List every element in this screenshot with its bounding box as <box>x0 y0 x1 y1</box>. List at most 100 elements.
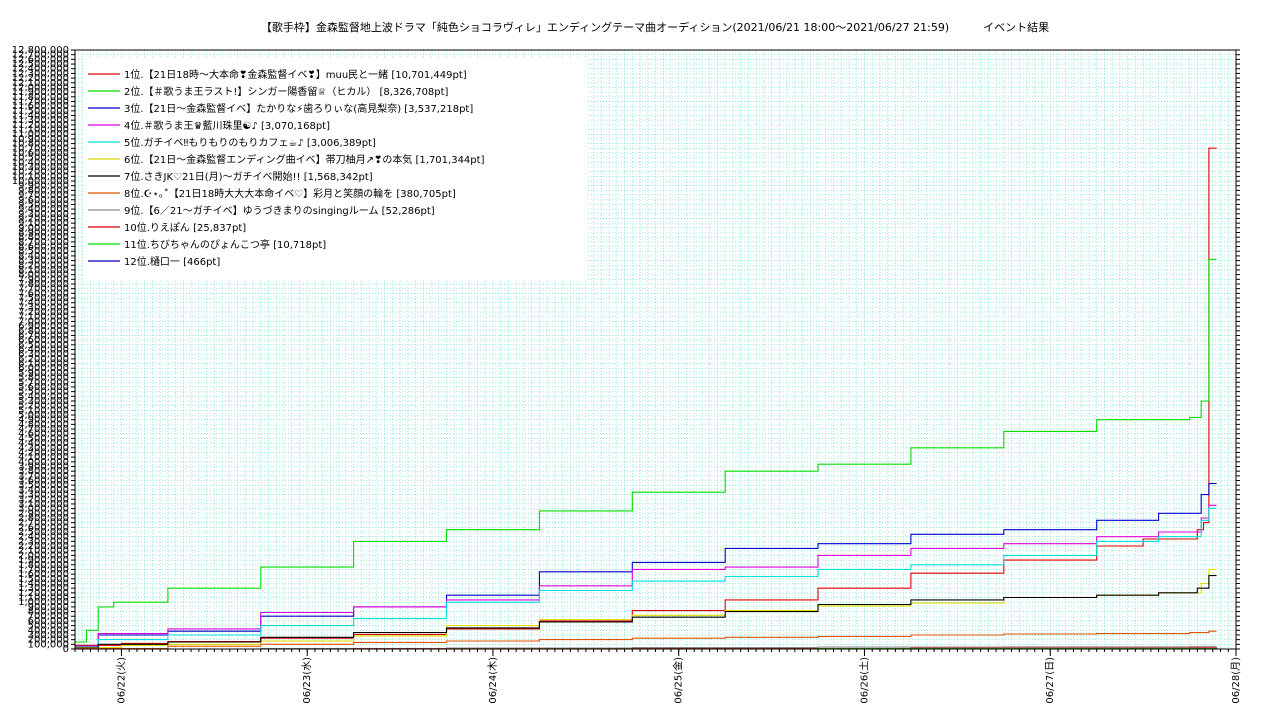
y-tick-label: 7,200,000 <box>18 307 69 318</box>
y-tick-label: 1,300,000 <box>18 583 69 594</box>
y-tick-label: 6,400,000 <box>18 345 69 356</box>
y-tick-label: 10,100,000 <box>12 171 69 182</box>
y-tick-label: 11,600,000 <box>12 101 69 112</box>
series-line-4 <box>75 504 1217 647</box>
y-tick-label: 2,600,000 <box>18 522 69 533</box>
y-tick-label: 3,700,000 <box>18 471 69 482</box>
legend-entry: 2位.【＃歌うま王ラスト!】シンガー陽香留♕（ヒカル） [8,326,708pt… <box>124 85 449 98</box>
y-tick-label: 8,200,000 <box>18 260 69 271</box>
y-tick-label: 5,600,000 <box>18 382 69 393</box>
y-tick-label: 5,200,000 <box>18 401 69 412</box>
y-tick-label: 1,600,000 <box>18 569 69 580</box>
y-tick-label: 8,100,000 <box>18 265 69 276</box>
legend-entry: 7位.さきJK♡21日(月)〜ガチイベ開始!! [1,568,342pt] <box>124 170 373 183</box>
y-tick-label: 2,000,000 <box>18 550 69 561</box>
series-line-5 <box>75 507 1217 648</box>
y-tick-label: 5,100,000 <box>18 405 69 416</box>
y-tick-label: 6,300,000 <box>18 349 69 360</box>
y-tick-label: 8,000,000 <box>18 270 69 281</box>
y-tick-label: 9,500,000 <box>18 199 69 210</box>
y-tick-label: 5,000,000 <box>18 410 69 421</box>
y-tick-label: 2,800,000 <box>18 513 69 524</box>
y-tick-label: 9,700,000 <box>18 190 69 201</box>
y-tick-label: 11,300,000 <box>12 115 69 126</box>
y-tick-label: 11,400,000 <box>12 111 69 122</box>
x-tick-label: 06/25(金) <box>672 657 685 704</box>
y-tick-label: 6,500,000 <box>18 340 69 351</box>
y-tick-label: 6,600,000 <box>18 335 69 346</box>
series-line-8 <box>75 630 1217 650</box>
y-tick-label: 12,200,000 <box>12 73 69 84</box>
y-tick-label: 6,900,000 <box>18 321 69 332</box>
y-tick-label: 6,000,000 <box>18 363 69 374</box>
y-tick-label: 7,000,000 <box>18 316 69 327</box>
y-tick-label: 6,200,000 <box>18 354 69 365</box>
y-tick-label: 1,900,000 <box>18 555 69 566</box>
y-tick-label: 0 <box>63 644 69 655</box>
y-tick-label: 5,300,000 <box>18 396 69 407</box>
y-tick-label: 7,700,000 <box>18 284 69 295</box>
y-tick-label: 10,300,000 <box>12 162 69 173</box>
y-tick-label: 3,600,000 <box>18 476 69 487</box>
y-tick-label: 5,900,000 <box>18 368 69 379</box>
legend-entry: 8位.☪︎⋆｡˚【21日18時大大大本命イベ♡】彩月と笑顔の輪を [380,70… <box>124 187 456 200</box>
y-tick-label: 400,000 <box>28 625 69 636</box>
y-tick-label: 11,700,000 <box>12 96 69 107</box>
y-tick-label: 4,400,000 <box>18 438 69 449</box>
y-tick-label: 12,800,000 <box>12 45 69 56</box>
y-tick-label: 5,800,000 <box>18 373 69 384</box>
y-tick-label: 10,500,000 <box>12 153 69 164</box>
y-tick-label: 2,400,000 <box>18 532 69 543</box>
y-tick-label: 11,800,000 <box>12 92 69 103</box>
y-tick-label: 2,500,000 <box>18 527 69 538</box>
y-tick-label: 1,100,000 <box>18 593 69 604</box>
y-tick-label: 100,000 <box>28 639 69 650</box>
y-tick-label: 10,000,000 <box>12 176 69 187</box>
y-tick-label: 3,400,000 <box>18 485 69 496</box>
y-tick-label: 12,400,000 <box>12 64 69 75</box>
y-tick-label: 12,600,000 <box>12 54 69 65</box>
y-tick-label: 12,100,000 <box>12 78 69 89</box>
legend-entry: 5位.ガチイベ‼もりもりのもりカフェ☕♪ [3,006,389pt] <box>124 136 376 149</box>
x-tick-label: 06/23(水) <box>301 657 313 704</box>
y-tick-label: 5,700,000 <box>18 377 69 388</box>
y-tick-label: 3,000,000 <box>18 504 69 515</box>
y-tick-label: 7,800,000 <box>18 279 69 290</box>
y-tick-label: 8,500,000 <box>18 246 69 257</box>
y-tick-label: 8,800,000 <box>18 232 69 243</box>
y-tick-label: 7,400,000 <box>18 298 69 309</box>
y-tick-label: 10,700,000 <box>12 143 69 154</box>
chart-title-main: 【歌手枠】金森監督地上波ドラマ「純色ショコラヴィレ」エンディングテーマ曲オーディ… <box>260 21 950 34</box>
y-tick-label: 8,600,000 <box>18 242 69 253</box>
y-tick-label: 11,200,000 <box>12 120 69 131</box>
y-tick-label: 4,200,000 <box>18 447 69 458</box>
y-tick-label: 12,000,000 <box>12 82 69 93</box>
y-tick-label: 200,000 <box>28 635 69 646</box>
y-tick-label: 7,100,000 <box>18 312 69 323</box>
series-line-7 <box>75 575 1217 649</box>
legend-entry: 10位.りえぽん [25,837pt] <box>124 221 246 234</box>
y-tick-label: 9,600,000 <box>18 195 69 206</box>
y-tick-label: 11,500,000 <box>12 106 69 117</box>
y-tick-label: 6,800,000 <box>18 326 69 337</box>
y-tick-label: 700,000 <box>28 611 69 622</box>
y-tick-label: 3,200,000 <box>18 494 69 505</box>
y-tick-label: 2,100,000 <box>18 546 69 557</box>
y-tick-label: 3,100,000 <box>18 499 69 510</box>
y-tick-label: 2,300,000 <box>18 536 69 547</box>
axes: 0100,000200,000300,000400,000500,000600,… <box>12 45 1242 704</box>
y-tick-label: 6,100,000 <box>18 359 69 370</box>
y-tick-label: 1,200,000 <box>18 588 69 599</box>
y-tick-label: 12,300,000 <box>12 68 69 79</box>
x-tick-label: 06/27(日) <box>1045 657 1056 704</box>
legend-entry: 1位.【21日18時〜大本命❣金森監督イベ❣】muu民と一緒 [10,701,4… <box>124 68 467 81</box>
y-tick-label: 8,400,000 <box>18 251 69 262</box>
y-tick-label: 1,500,000 <box>18 574 69 585</box>
y-tick-label: 2,700,000 <box>18 518 69 529</box>
y-tick-label: 2,900,000 <box>18 508 69 519</box>
y-tick-label: 7,900,000 <box>18 274 69 285</box>
series-line-2 <box>75 258 1217 643</box>
y-tick-label: 4,700,000 <box>18 424 69 435</box>
y-tick-label: 12,500,000 <box>12 59 69 70</box>
